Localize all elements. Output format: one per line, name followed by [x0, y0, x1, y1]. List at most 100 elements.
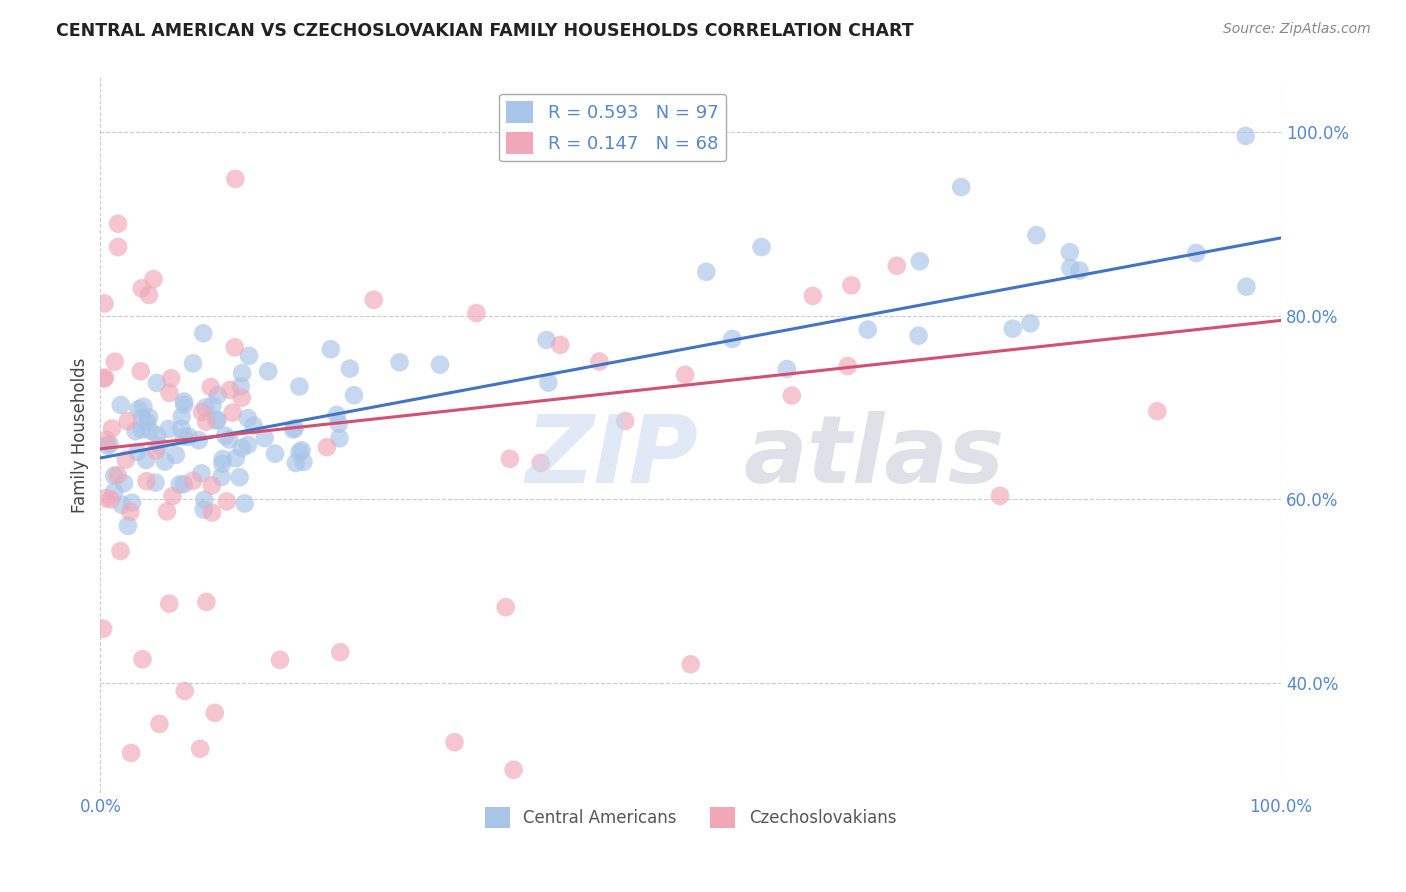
Point — [127, 445, 149, 459]
Point — [233, 496, 256, 510]
Point — [193, 492, 215, 507]
Point — [316, 440, 339, 454]
Point — [269, 653, 291, 667]
Point — [1059, 260, 1081, 275]
Point — [751, 240, 773, 254]
Point — [673, 368, 696, 382]
Point — [231, 366, 253, 380]
Point — [231, 391, 253, 405]
Point — [1019, 316, 1042, 330]
Point — [200, 380, 222, 394]
Point — [138, 410, 160, 425]
Point — [195, 415, 218, 429]
Point — [170, 422, 193, 436]
Point — [242, 418, 264, 433]
Point — [135, 474, 157, 488]
Point — [136, 415, 159, 429]
Point — [181, 474, 204, 488]
Point — [721, 332, 744, 346]
Point — [207, 388, 229, 402]
Point — [107, 468, 129, 483]
Point — [502, 763, 524, 777]
Point — [264, 447, 287, 461]
Point — [284, 456, 307, 470]
Point — [224, 172, 246, 186]
Point — [93, 372, 115, 386]
Point — [228, 470, 250, 484]
Point — [98, 437, 121, 451]
Point — [170, 409, 193, 424]
Point — [112, 476, 135, 491]
Point — [343, 388, 366, 402]
Point — [1025, 228, 1047, 243]
Point — [211, 452, 233, 467]
Point — [908, 254, 931, 268]
Point — [124, 424, 146, 438]
Point — [284, 421, 307, 435]
Point — [127, 402, 149, 417]
Point — [195, 595, 218, 609]
Point — [231, 441, 253, 455]
Point — [91, 622, 114, 636]
Point — [132, 400, 155, 414]
Point — [138, 288, 160, 302]
Point — [177, 430, 200, 444]
Point — [96, 438, 118, 452]
Point — [173, 477, 195, 491]
Y-axis label: Family Households: Family Households — [72, 358, 89, 513]
Point — [107, 217, 129, 231]
Point — [117, 414, 139, 428]
Point — [207, 413, 229, 427]
Point — [157, 597, 180, 611]
Point — [218, 383, 240, 397]
Point — [204, 706, 226, 720]
Point — [363, 293, 385, 307]
Point — [94, 491, 117, 506]
Point — [187, 434, 209, 448]
Point — [837, 359, 859, 373]
Point — [211, 470, 233, 484]
Point — [214, 428, 236, 442]
Point — [291, 443, 314, 458]
Point — [1146, 404, 1168, 418]
Point — [96, 433, 118, 447]
Point — [110, 398, 132, 412]
Point — [499, 451, 522, 466]
Point — [218, 433, 240, 447]
Point — [1059, 245, 1081, 260]
Point — [121, 495, 143, 509]
Point — [907, 328, 929, 343]
Point — [107, 240, 129, 254]
Point — [429, 358, 451, 372]
Point — [146, 428, 169, 442]
Point — [162, 489, 184, 503]
Point — [110, 544, 132, 558]
Point — [201, 398, 224, 412]
Point — [215, 494, 238, 508]
Point — [1234, 128, 1257, 143]
Point — [988, 489, 1011, 503]
Point — [292, 455, 315, 469]
Point — [465, 306, 488, 320]
Point — [236, 411, 259, 425]
Point — [281, 422, 304, 436]
Point — [679, 657, 702, 672]
Point — [181, 356, 204, 370]
Point — [156, 504, 179, 518]
Point — [201, 478, 224, 492]
Point — [139, 424, 162, 438]
Point — [856, 323, 879, 337]
Point — [117, 519, 139, 533]
Point — [225, 451, 247, 466]
Point — [131, 422, 153, 436]
Point — [103, 468, 125, 483]
Text: ZIP: ZIP — [526, 410, 699, 502]
Point — [145, 475, 167, 490]
Point — [328, 431, 350, 445]
Point — [129, 364, 152, 378]
Point — [103, 484, 125, 499]
Point — [339, 361, 361, 376]
Point — [173, 429, 195, 443]
Point — [388, 355, 411, 369]
Point — [238, 349, 260, 363]
